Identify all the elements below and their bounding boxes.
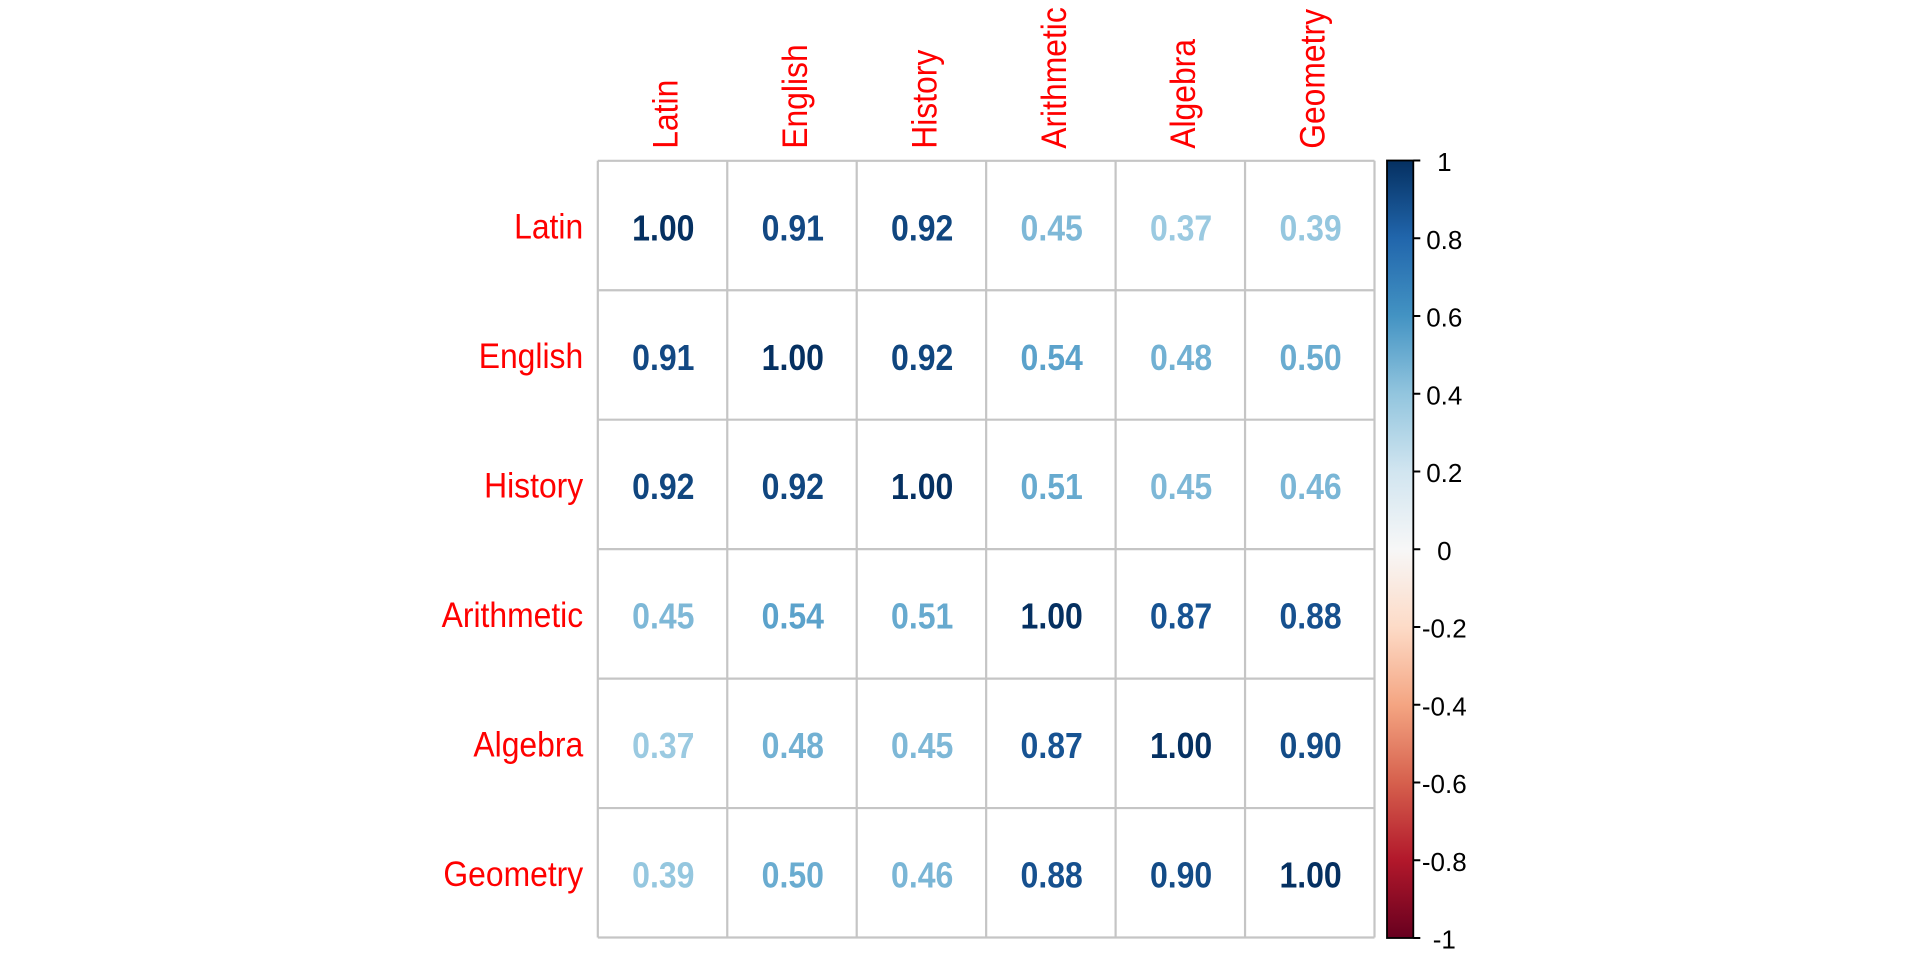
svg-text:Arithmetic: Arithmetic <box>1035 7 1074 149</box>
svg-text:1: 1 <box>1437 147 1451 177</box>
svg-text:0.46: 0.46 <box>1279 466 1341 507</box>
svg-text:0.87: 0.87 <box>1021 725 1083 766</box>
svg-text:0.88: 0.88 <box>1021 855 1083 896</box>
svg-text:1.00: 1.00 <box>762 337 824 378</box>
svg-text:0.45: 0.45 <box>891 725 953 766</box>
svg-text:Geometry: Geometry <box>443 855 583 894</box>
svg-text:0.45: 0.45 <box>1150 466 1212 507</box>
svg-text:History: History <box>484 467 584 506</box>
svg-text:0.92: 0.92 <box>632 466 694 507</box>
svg-text:-0.4: -0.4 <box>1422 692 1467 722</box>
svg-text:0.92: 0.92 <box>762 466 824 507</box>
svg-text:0.48: 0.48 <box>762 725 824 766</box>
svg-text:0.90: 0.90 <box>1150 855 1212 896</box>
svg-text:0.45: 0.45 <box>1021 207 1083 248</box>
svg-text:Algebra: Algebra <box>1164 39 1203 149</box>
svg-text:0.8: 0.8 <box>1426 225 1462 255</box>
svg-text:-0.6: -0.6 <box>1422 769 1467 799</box>
svg-text:Geometry: Geometry <box>1294 9 1333 149</box>
svg-text:0.50: 0.50 <box>1279 337 1341 378</box>
svg-text:0.45: 0.45 <box>632 596 694 637</box>
svg-text:0.54: 0.54 <box>762 596 824 637</box>
svg-text:0.51: 0.51 <box>891 596 953 637</box>
svg-text:1.00: 1.00 <box>1150 725 1212 766</box>
svg-text:0.91: 0.91 <box>762 207 824 248</box>
svg-text:0.51: 0.51 <box>1021 466 1083 507</box>
svg-text:Latin: Latin <box>646 80 685 149</box>
svg-text:1.00: 1.00 <box>1279 855 1341 896</box>
svg-text:0.92: 0.92 <box>891 207 953 248</box>
svg-text:English: English <box>776 44 815 149</box>
svg-text:0.92: 0.92 <box>891 337 953 378</box>
svg-text:0.46: 0.46 <box>891 855 953 896</box>
svg-text:Arithmetic: Arithmetic <box>442 596 584 635</box>
svg-text:0.87: 0.87 <box>1150 596 1212 637</box>
svg-text:0.90: 0.90 <box>1279 725 1341 766</box>
svg-text:-0.8: -0.8 <box>1422 847 1467 877</box>
svg-text:0.37: 0.37 <box>1150 207 1212 248</box>
svg-text:0.4: 0.4 <box>1426 380 1462 410</box>
svg-text:0.88: 0.88 <box>1279 596 1341 637</box>
svg-text:-1: -1 <box>1433 925 1456 955</box>
svg-text:0.39: 0.39 <box>632 855 694 896</box>
svg-text:0.39: 0.39 <box>1279 207 1341 248</box>
svg-text:0: 0 <box>1437 536 1451 566</box>
svg-text:-0.2: -0.2 <box>1422 614 1467 644</box>
svg-text:1.00: 1.00 <box>632 207 694 248</box>
svg-text:0.54: 0.54 <box>1021 337 1083 378</box>
svg-text:0.37: 0.37 <box>632 725 694 766</box>
svg-text:History: History <box>905 49 944 149</box>
svg-text:Algebra: Algebra <box>473 726 583 765</box>
svg-text:Latin: Latin <box>514 208 583 247</box>
svg-text:0.48: 0.48 <box>1150 337 1212 378</box>
svg-text:0.2: 0.2 <box>1426 458 1462 488</box>
svg-text:1.00: 1.00 <box>891 466 953 507</box>
svg-text:0.6: 0.6 <box>1426 303 1462 333</box>
svg-text:English: English <box>479 337 584 376</box>
svg-text:0.50: 0.50 <box>762 855 824 896</box>
svg-text:0.91: 0.91 <box>632 337 694 378</box>
svg-text:1.00: 1.00 <box>1021 596 1083 637</box>
